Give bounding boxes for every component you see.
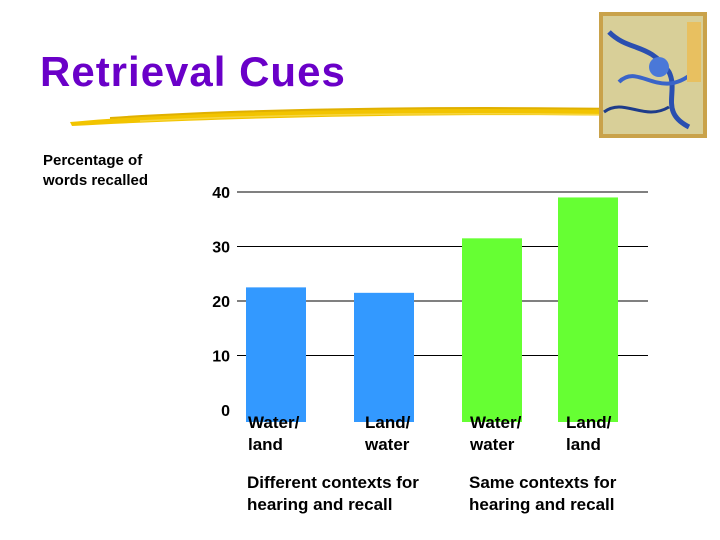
x-group-label: Different contexts for hearing and recal… — [247, 473, 419, 514]
y-tick-label: 30 — [212, 240, 230, 257]
y-tick-label: 0 — [221, 403, 230, 420]
x-category-label: Land/ water — [365, 413, 411, 454]
bar — [462, 238, 522, 422]
y-tick-label: 40 — [212, 185, 230, 202]
slide-title: Retrieval Cues — [40, 48, 346, 95]
book-cover-thumbnail — [599, 12, 707, 138]
x-category-label: Water/ water — [470, 413, 522, 454]
x-group-label: Same contexts for hearing and recall — [469, 473, 617, 514]
y-tick-label: 10 — [212, 349, 230, 366]
x-category-label: Water/ land — [248, 413, 300, 454]
bar — [558, 197, 618, 422]
bar — [246, 287, 306, 422]
x-category-label: Land/ land — [566, 413, 612, 454]
y-axis-label: Percentage of words recalled — [43, 152, 149, 189]
y-tick-label: 20 — [212, 294, 230, 311]
bar — [354, 292, 414, 422]
